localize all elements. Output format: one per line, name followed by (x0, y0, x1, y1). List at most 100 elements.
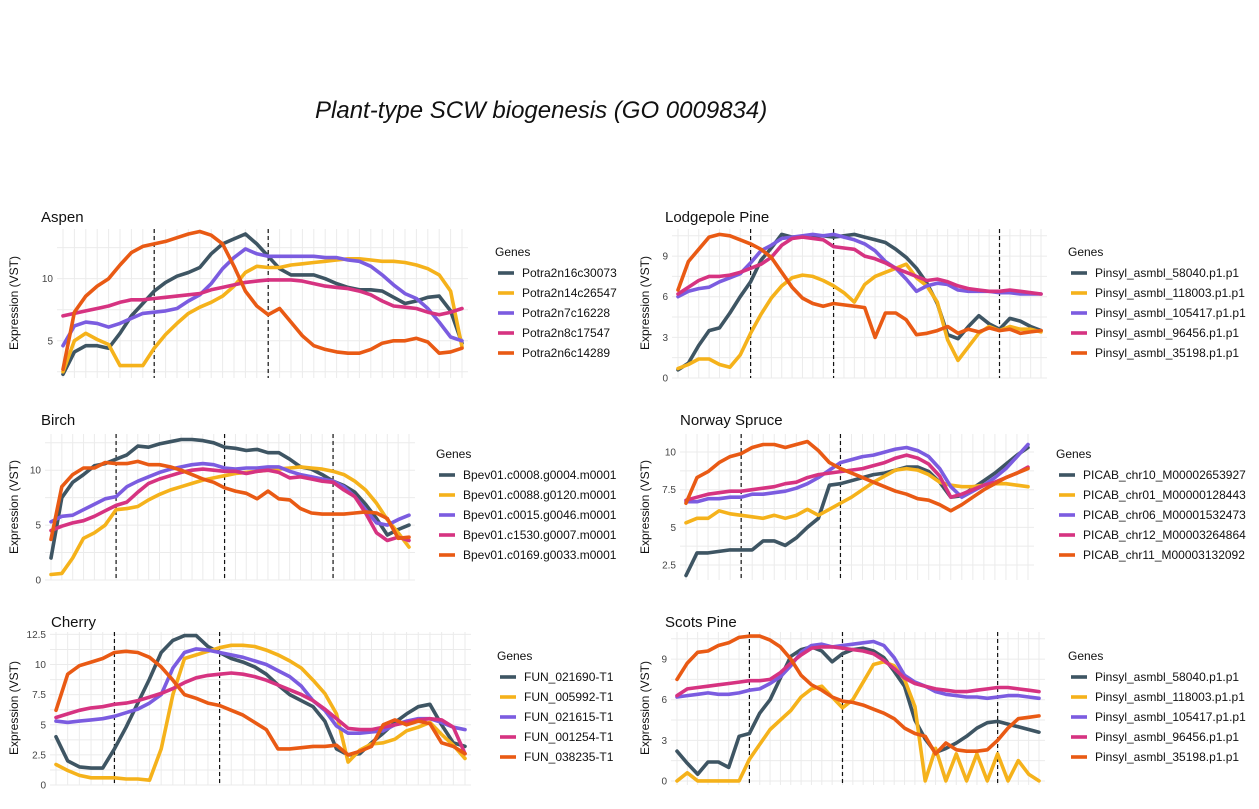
panel-title: Aspen (41, 209, 84, 226)
series-line-1 (61, 256, 464, 374)
legend-label: Pinsyl_asmbl_58040.p1.p1 (1095, 266, 1239, 280)
series-line-1 (54, 643, 467, 783)
legend-label: FUN_021615-T1 (524, 710, 614, 724)
series-line-3 (54, 671, 467, 756)
legend-label: Potra2n6c14289 (522, 346, 610, 360)
legend-title: Genes (1068, 245, 1103, 259)
legend-label: Bpev01.c0088.g0120.m0001 (463, 488, 617, 502)
panel-title: Norway Spruce (680, 412, 783, 429)
legend-label: Pinsyl_asmbl_35198.p1.p1 (1095, 346, 1239, 360)
series-line-2 (675, 639, 1041, 701)
legend-label: FUN_005992-T1 (524, 690, 614, 704)
legend-label: Potra2n16c30073 (522, 266, 617, 280)
y-axis-label: Expression (VST) (638, 256, 652, 350)
series-line-0 (684, 445, 1030, 578)
legend-label: FUN_001254-T1 (524, 730, 614, 744)
y-tick-label: 3 (661, 736, 667, 747)
series-line-4 (61, 229, 464, 372)
y-axis-label: Expression (VST) (7, 460, 21, 554)
series-line-0 (54, 633, 467, 770)
panel-title: Scots Pine (665, 614, 737, 631)
y-tick-label: 6 (662, 292, 668, 303)
legend-label: PICAB_chr11_M00003132092 (1083, 548, 1245, 562)
legend-label: PICAB_chr06_M00001532473 (1083, 508, 1246, 522)
chart-panel-0: 5 10 Aspen Expression (VST) Genes Potra2n16c3… (7, 209, 617, 378)
legend-title: Genes (436, 447, 471, 461)
main-title: Plant-type SCW biogenesis (GO 0009834) (315, 97, 768, 124)
y-tick-label: 0 (40, 781, 46, 792)
legend-label: Potra2n7c16228 (522, 306, 610, 320)
series-line-0 (675, 645, 1041, 777)
legend-label: Pinsyl_asmbl_105417.p1.p1 (1095, 306, 1246, 320)
y-axis-label: Expression (VST) (7, 256, 21, 350)
y-tick-label: 2.5 (32, 750, 46, 761)
series-line-2 (676, 232, 1043, 299)
series-line-3 (675, 645, 1041, 698)
legend: Genes Bpev01.c0008.g0004.m0001 Bpev01.c008… (436, 447, 617, 562)
series-line-4 (54, 649, 467, 757)
series-line-4 (49, 459, 411, 542)
y-tick-label: 10 (42, 274, 54, 285)
panel-title: Cherry (51, 614, 97, 631)
series-line-3 (61, 278, 464, 318)
legend: Genes FUN_021690-T1 FUN_005992-T1 FUN_02161… (497, 649, 614, 764)
series-line-1 (676, 262, 1043, 371)
legend-title: Genes (497, 649, 532, 663)
series-line-2 (61, 247, 464, 348)
legend-label: FUN_038235-T1 (524, 750, 614, 764)
y-tick-label: 0 (35, 576, 41, 587)
y-tick-label: 10 (30, 466, 42, 477)
legend-label: Pinsyl_asmbl_105417.p1.p1 (1095, 710, 1246, 724)
series-line-2 (54, 647, 467, 736)
legend-label: PICAB_chr01_M00000128443 (1083, 488, 1246, 502)
legend-label: PICAB_chr12_M00003264864 (1083, 528, 1246, 542)
series-line-1 (684, 466, 1030, 525)
legend-label: Pinsyl_asmbl_118003.p1.p1 (1095, 286, 1245, 300)
legend-label: FUN_021690-T1 (524, 670, 614, 684)
legend-label: PICAB_chr10_M00002653927 (1083, 468, 1246, 482)
legend-label: Bpev01.c0008.g0004.m0001 (463, 468, 617, 482)
series-line-4 (684, 439, 1030, 513)
legend-label: Pinsyl_asmbl_118003.p1.p1 (1095, 690, 1245, 704)
series-line-3 (676, 235, 1043, 296)
y-tick-label: 12.5 (27, 630, 47, 641)
y-tick-label: 5 (47, 336, 53, 347)
chart-panel-4: 0 2.5 5 7.5 10 12.5 Cherry Expression (VST) Gene… (7, 614, 614, 792)
chart-panel-1: 0 3 6 9 Lodgepole Pine Expression (VST) Genes P… (638, 209, 1246, 385)
y-axis-label: Expression (VST) (638, 460, 652, 554)
series-line-3 (684, 453, 1030, 503)
y-tick-label: 7.5 (32, 690, 46, 701)
legend-label: Bpev01.c1530.g0007.m0001 (463, 528, 617, 542)
y-tick-label: 10 (665, 448, 677, 459)
legend-label: Potra2n14c26547 (522, 286, 617, 300)
y-tick-label: 3 (662, 333, 668, 344)
series-line-4 (675, 634, 1041, 756)
series-line-1 (675, 659, 1041, 783)
y-axis-label: Expression (VST) (638, 661, 652, 755)
series-line-1 (49, 465, 411, 577)
legend: Genes PICAB_chr10_M00002653927 PICAB_chr01… (1056, 447, 1246, 562)
y-tick-label: 5 (40, 720, 46, 731)
legend-label: Pinsyl_asmbl_96456.p1.p1 (1095, 326, 1239, 340)
y-tick-label: 7.5 (662, 485, 676, 496)
legend-title: Genes (1068, 649, 1103, 663)
legend: Genes Pinsyl_asmbl_58040.p1.p1 Pinsyl_asmb… (1068, 649, 1246, 764)
chart-panel-5: 0 3 6 9 Scots Pine Expression (VST) Genes Pinsy… (638, 614, 1246, 787)
chart-panel-2: 0 5 10 Birch Expression (VST) Genes Bpev01.c00… (7, 412, 617, 587)
legend-label: Potra2n8c17547 (522, 326, 610, 340)
series-line-3 (49, 467, 411, 543)
legend-label: Pinsyl_asmbl_58040.p1.p1 (1095, 670, 1239, 684)
legend: Genes Potra2n16c30073 Potra2n14c26547 Potra… (495, 245, 617, 360)
y-tick-label: 0 (662, 374, 668, 385)
panel-title: Lodgepole Pine (665, 209, 769, 226)
y-tick-label: 9 (662, 252, 668, 263)
grid (671, 632, 1045, 785)
legend-label: Bpev01.c0169.g0033.m0001 (463, 548, 617, 562)
panel-title: Birch (41, 412, 75, 429)
y-tick-label: 6 (661, 695, 667, 706)
y-tick-label: 2.5 (662, 560, 676, 571)
series-line-0 (676, 232, 1043, 372)
y-tick-label: 0 (661, 776, 667, 787)
y-tick-label: 10 (35, 660, 47, 671)
chart-panel-3: 2.5 5 7.5 10 Norway Spruce Expression (VST) Ge… (638, 412, 1246, 580)
